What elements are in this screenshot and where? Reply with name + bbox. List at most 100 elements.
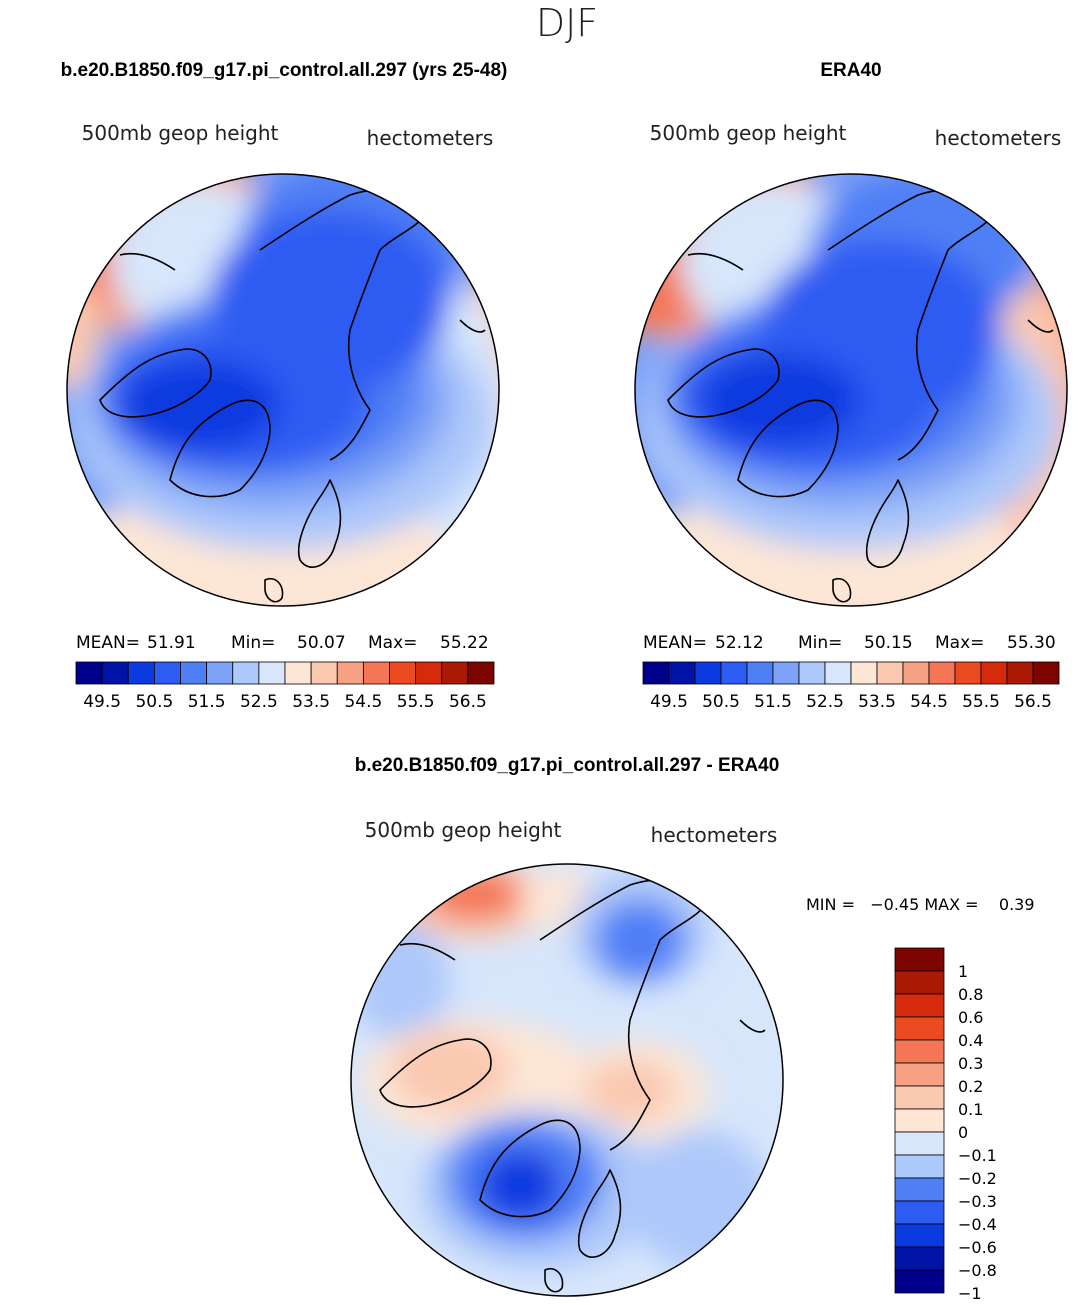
colorbar-cell [232,661,260,685]
panel-title: ERA40 [820,60,881,81]
colorbar-tick-label: −0.4 [958,1215,997,1234]
colorbar-tick-label: 52.5 [806,692,844,712]
polar-map [351,864,783,1296]
colorbar-cell [284,661,312,685]
colorbar-tick-label: −0.1 [958,1146,997,1165]
colorbar-cell [894,1085,945,1110]
colorbar-tick-label: 55.5 [962,692,1000,712]
colorbar-tick-label: −1 [958,1284,982,1303]
colorbar-cell [720,661,748,685]
colorbar-cell [441,661,469,685]
max-value: 55.30 [1007,633,1056,653]
colorbar-tick-label: 54.5 [344,692,382,712]
colorbar-tick-label: 51.5 [754,692,792,712]
colorbar-tick-label: 51.5 [188,692,226,712]
min-value: 50.15 [864,633,913,653]
colorbar-cell [894,1223,945,1248]
colorbar-cell [258,661,286,685]
map-border [66,173,500,607]
colorbar-cell [824,661,852,685]
variable-label: 500mb geop height [82,121,279,145]
colorbar-cell [310,661,338,685]
colorbar-cell [389,661,417,685]
season-title: DJF [536,1,598,45]
colorbar-cell [894,1131,945,1156]
mean-value: 51.91 [147,633,196,653]
colorbar-cell [362,661,390,685]
colorbar-cell [894,970,945,995]
map-border [634,173,1068,607]
colorbar-tick-label: 49.5 [83,692,121,712]
colorbar-tick-label: 0.8 [958,985,983,1004]
colorbar-cell [153,661,181,685]
panel-title: b.e20.B1850.f09_g17.pi_control.all.297 (… [61,60,508,81]
colorbar-cell [876,661,904,685]
min-label: Min= [798,633,842,653]
colorbar-tick-label: −0.6 [958,1238,997,1257]
colorbar-tick-label: 0.4 [958,1031,983,1050]
units-label: hectometers [935,126,1062,150]
colorbar-cell [101,661,129,685]
colorbar-cell [668,661,696,685]
colorbar-cell [75,661,103,685]
map-border [350,863,784,1297]
min-label: Min= [231,633,275,653]
colorbar-tick-label: 53.5 [292,692,330,712]
colorbar-cell [980,661,1008,685]
mean-value: 52.12 [715,633,764,653]
colorbar-cell [642,661,670,685]
panel-model: b.e20.B1850.f09_g17.pi_control.all.297 (… [61,60,508,712]
mean-label: MEAN= [643,633,707,653]
units-label: hectometers [651,823,778,847]
max-value: 55.22 [440,633,489,653]
colorbar: 49.5 50.5 51.5 52.5 53.5 54.5 55.5 56.5 [642,661,1060,712]
max-label: Max= [368,633,417,653]
colorbar-cell [415,661,443,685]
colorbar-tick-label: 1 [958,962,968,981]
colorbar-tick-label: −0.8 [958,1261,997,1280]
colorbar-tick-label: 52.5 [240,692,278,712]
colorbar-tick-label: 0.1 [958,1100,983,1119]
colorbar: 49.5 50.5 51.5 52.5 53.5 54.5 55.5 56.5 [75,661,495,712]
colorbar-tick-label: 0.6 [958,1008,983,1027]
variable-label: 500mb geop height [650,121,847,145]
colorbar-cell [894,993,945,1018]
colorbar-tick-label: 0 [958,1123,968,1142]
colorbar-tick-label: 56.5 [449,692,487,712]
variable-label: 500mb geop height [365,818,562,842]
colorbar-tick-label: 0.3 [958,1054,983,1073]
panel-difference: b.e20.B1850.f09_g17.pi_control.all.297 -… [350,755,1035,1303]
colorbar-cell [894,1246,945,1271]
colorbar-cell [467,661,495,685]
colorbar-tick-label: 49.5 [650,692,688,712]
colorbar-tick-label: 0.2 [958,1077,983,1096]
stats-line: MEAN= 52.12 Min= 50.15 Max= 55.30 [643,633,1056,653]
diff-stats: MIN = −0.45 MAX = 0.39 [806,895,1035,914]
colorbar-cell [954,661,982,685]
colorbar-cell [894,1269,945,1294]
colorbar-tick-label: 50.5 [135,692,173,712]
colorbar-tick-label: 56.5 [1014,692,1052,712]
colorbar-cell [127,661,155,685]
colorbar-cell [1032,661,1060,685]
colorbar-cell [894,1200,945,1225]
colorbar-cell [180,661,208,685]
colorbar-cell [798,661,826,685]
mean-label: MEAN= [76,633,140,653]
colorbar-cell [694,661,722,685]
colorbar-tick-label: −0.3 [958,1192,997,1211]
diff-colorbar: 1 0.8 0.6 0.4 0.3 0.2 0.1 0 −0.1 −0.2 −0.3 −0.4 −0.6… [894,947,997,1303]
colorbar-cell [894,1016,945,1041]
colorbar-cell [894,1039,945,1064]
max-label: Max= [935,633,984,653]
colorbar-cell [746,661,774,685]
colorbar-tick-label: −0.2 [958,1169,997,1188]
colorbar-cell [850,661,878,685]
colorbar-cell [1006,661,1034,685]
colorbar-cell [894,947,945,972]
colorbar-tick-label: 50.5 [702,692,740,712]
colorbar-cell [902,661,930,685]
colorbar-cell [894,1108,945,1133]
colorbar-tick-label: 55.5 [397,692,435,712]
